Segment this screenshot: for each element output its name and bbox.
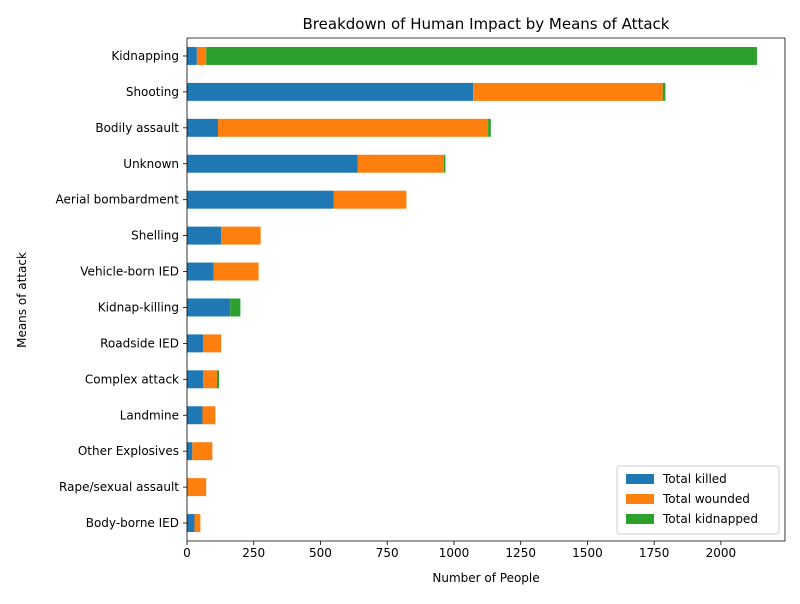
y-tick-label: Kidnap-killing [98, 300, 179, 314]
x-tick-label: 500 [309, 546, 332, 560]
x-tick-label: 2000 [706, 546, 737, 560]
bar-segment-kidnapped [206, 46, 757, 65]
bar-segment-killed [187, 118, 218, 137]
legend-swatch [626, 514, 654, 524]
x-tick-label: 1500 [572, 546, 603, 560]
bar-segment-killed [187, 514, 195, 533]
bar-segment-killed [187, 154, 358, 173]
y-axis-label: Means of attack [15, 252, 29, 348]
x-axis-label: Number of People [432, 571, 539, 585]
y-tick-label: Unknown [123, 157, 179, 171]
bar-segment-wounded [217, 118, 489, 137]
x-tick-label: 1750 [639, 546, 670, 560]
y-tick-label: Other Explosives [78, 444, 179, 458]
bar-segment-wounded [333, 190, 407, 209]
bar-segment-killed [187, 370, 204, 389]
y-tick-label: Body-borne IED [86, 516, 179, 530]
bar-segment-wounded [194, 514, 201, 533]
legend-label: Total kidnapped [662, 512, 758, 526]
bar-segment-wounded [203, 334, 222, 353]
x-tick-label: 0 [183, 546, 191, 560]
y-tick-label: Roadside IED [100, 336, 179, 350]
x-tick-label: 1000 [439, 546, 470, 560]
bar-segment-killed [187, 406, 203, 425]
legend-box [616, 465, 780, 535]
bar-segment-wounded [213, 262, 259, 281]
bar-segment-killed [187, 334, 204, 353]
y-tick-label: Bodily assault [95, 121, 179, 135]
y-tick-label: Shelling [131, 229, 179, 243]
y-tick-label: Shooting [126, 85, 179, 99]
bar-segment-killed [187, 298, 231, 317]
legend-label: Total killed [662, 472, 727, 486]
bar-segment-wounded [473, 82, 663, 101]
bar-segment-killed [187, 262, 214, 281]
bar-segment-killed [187, 442, 193, 461]
y-tick-label: Vehicle-born IED [80, 265, 179, 279]
x-tick-label: 1250 [505, 546, 536, 560]
chart-title: Breakdown of Human Impact by Means of At… [303, 15, 670, 33]
bar-segment-wounded [187, 478, 207, 497]
bar-segment-wounded [221, 226, 261, 245]
axes-group: 0 250 500 750 1000 1250 1500 1750 2000 Kidnapping… [56, 37, 786, 560]
y-tick-label: Landmine [120, 408, 179, 422]
bar-segment-kidnapped [230, 298, 241, 317]
bar-segment-killed [187, 46, 197, 65]
y-tick-label: Rape/sexual assault [59, 480, 179, 494]
x-tick-label: 750 [376, 546, 399, 560]
bar-segment-kidnapped [662, 82, 666, 101]
bar-segment-wounded [357, 154, 444, 173]
y-tick-label: Aerial bombardment [56, 193, 180, 207]
bar-segment-wounded [203, 370, 217, 389]
bar-segment-wounded [202, 406, 216, 425]
x-tick-label: 250 [242, 546, 265, 560]
legend-label: Total wounded [662, 492, 750, 506]
bar-segment-kidnapped [443, 154, 446, 173]
bar-segment-wounded [192, 442, 213, 461]
bar-segment-killed [187, 226, 222, 245]
bar-segment-killed [187, 190, 334, 209]
bar-segment-wounded [196, 46, 207, 65]
bar-segment-kidnapped [216, 370, 220, 389]
bar-segment-killed [187, 82, 474, 101]
legend: Total killed Total wounded Total kidnapped [616, 465, 780, 535]
y-tick-label: Complex attack [85, 372, 179, 386]
bar-segment-kidnapped [488, 118, 491, 137]
legend-swatch [626, 494, 654, 504]
y-tick-label: Kidnapping [111, 49, 179, 63]
bars-group [187, 46, 757, 533]
legend-swatch [626, 474, 654, 484]
